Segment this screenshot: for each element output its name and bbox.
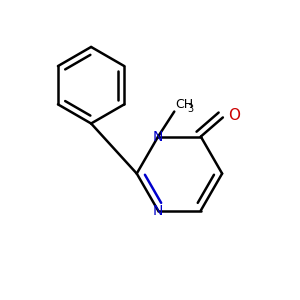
Text: N: N xyxy=(153,130,163,144)
Text: N: N xyxy=(153,203,163,218)
Text: O: O xyxy=(228,109,240,124)
Text: CH: CH xyxy=(175,98,193,111)
Text: 3: 3 xyxy=(187,104,194,114)
